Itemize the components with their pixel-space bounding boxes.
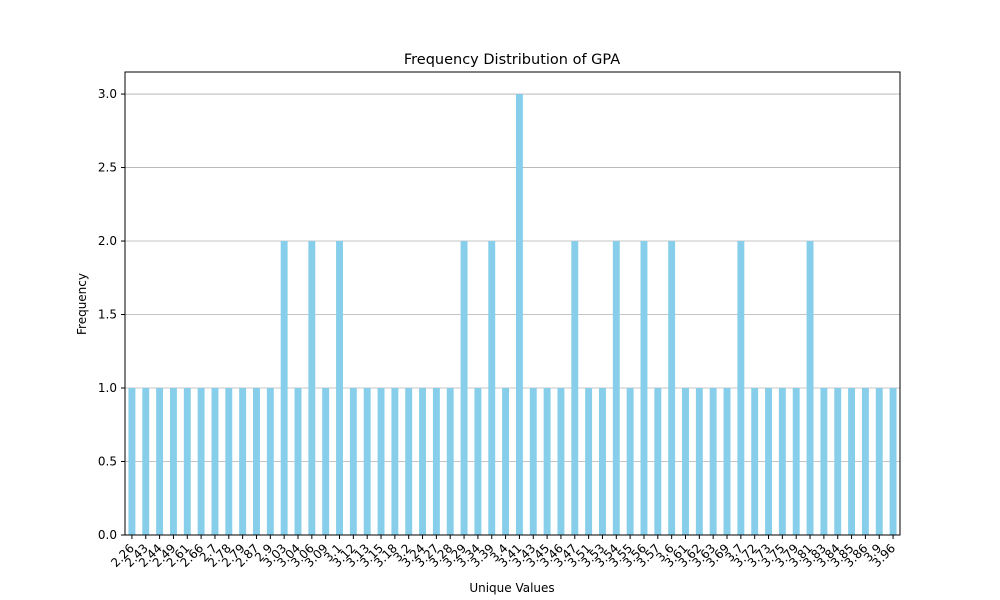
bar <box>861 388 869 535</box>
y-tick-label: 0.5 <box>98 455 117 469</box>
bar <box>640 241 648 536</box>
bar <box>488 241 496 536</box>
bar <box>294 388 302 535</box>
bar <box>280 241 288 536</box>
bar <box>848 388 856 535</box>
bar <box>529 388 537 535</box>
x-axis-ticks: 2.262.432.442.492.612.662.72.782.792.872… <box>108 535 898 570</box>
bar <box>419 388 427 535</box>
bar <box>626 388 634 535</box>
bar <box>765 388 772 535</box>
chart-title: Frequency Distribution of GPA <box>404 52 620 68</box>
y-axis-ticks: 0.0 0.5 1.0 1.5 2.0 2.5 3.0 <box>98 87 125 542</box>
bar <box>377 388 385 535</box>
bar <box>737 241 745 536</box>
bar <box>266 388 274 535</box>
y-tick-label: 2.5 <box>98 161 117 175</box>
y-tick-label: 1.5 <box>98 308 117 322</box>
bar <box>225 388 233 535</box>
bar <box>308 241 316 536</box>
bar <box>156 388 164 535</box>
bar <box>668 241 676 536</box>
bar <box>142 388 150 535</box>
bar <box>585 388 593 535</box>
bar <box>211 388 219 535</box>
y-tick-label: 3.0 <box>98 87 117 101</box>
bar <box>543 388 551 535</box>
bar <box>889 388 897 535</box>
bar <box>751 388 759 535</box>
bar <box>598 388 606 535</box>
y-tick-label: 1.0 <box>98 381 117 395</box>
bar <box>612 241 620 536</box>
bar <box>709 388 717 535</box>
bar <box>515 94 523 536</box>
bar <box>253 388 260 535</box>
plot-frame <box>124 71 901 536</box>
bar <box>571 241 579 536</box>
bar <box>239 388 247 535</box>
bar <box>682 388 689 535</box>
bar <box>128 388 136 535</box>
bar <box>806 241 814 536</box>
bar <box>778 388 786 535</box>
bar <box>474 388 482 535</box>
bars-group <box>128 94 897 536</box>
bar <box>557 388 565 535</box>
bar <box>875 388 883 535</box>
x-axis-label: Unique Values <box>469 581 554 595</box>
bar <box>792 388 800 535</box>
y-tick-label: 2.0 <box>98 234 117 248</box>
bar <box>723 388 731 535</box>
bar <box>695 388 703 535</box>
y-tick-label: 0.0 <box>98 528 117 542</box>
bar <box>502 388 510 535</box>
bar <box>446 388 454 535</box>
bar <box>183 388 191 535</box>
bar <box>322 388 330 535</box>
y-axis-label: Frequency <box>75 273 89 335</box>
bar <box>197 388 205 535</box>
bar <box>363 388 371 535</box>
bar <box>336 241 343 536</box>
bar <box>834 388 842 535</box>
bar <box>169 388 177 535</box>
bar <box>654 388 662 535</box>
bar <box>405 388 413 535</box>
bar <box>460 241 468 536</box>
bar <box>820 388 828 535</box>
bar <box>391 388 399 535</box>
bar <box>349 388 357 535</box>
bar <box>432 388 440 535</box>
